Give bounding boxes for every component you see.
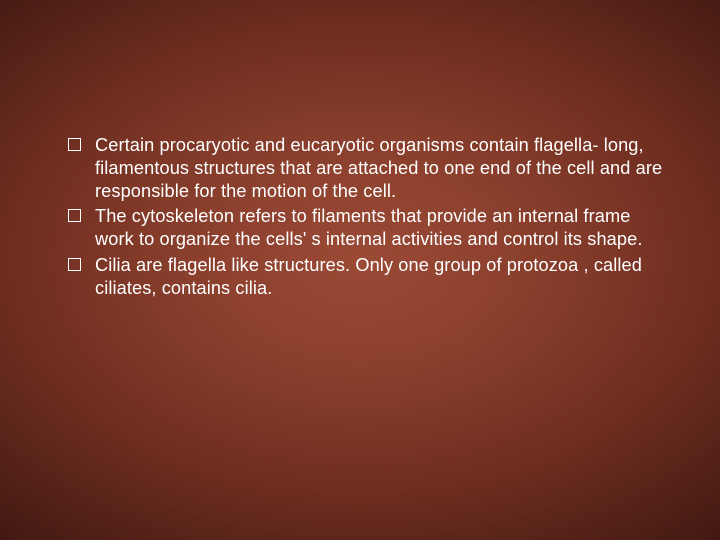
bullet-text: Certain procaryotic and eucaryotic organ… xyxy=(95,134,664,203)
slide-content: Certain procaryotic and eucaryotic organ… xyxy=(68,134,664,302)
bullet-item: The cytoskeleton refers to filaments tha… xyxy=(68,205,664,251)
bullet-item: Cilia are flagella like structures. Only… xyxy=(68,254,664,300)
bullet-text: Cilia are flagella like structures. Only… xyxy=(95,254,664,300)
bullet-text: The cytoskeleton refers to filaments tha… xyxy=(95,205,664,251)
hollow-square-icon xyxy=(68,258,81,271)
hollow-square-icon xyxy=(68,138,81,151)
bullet-item: Certain procaryotic and eucaryotic organ… xyxy=(68,134,664,203)
hollow-square-icon xyxy=(68,209,81,222)
